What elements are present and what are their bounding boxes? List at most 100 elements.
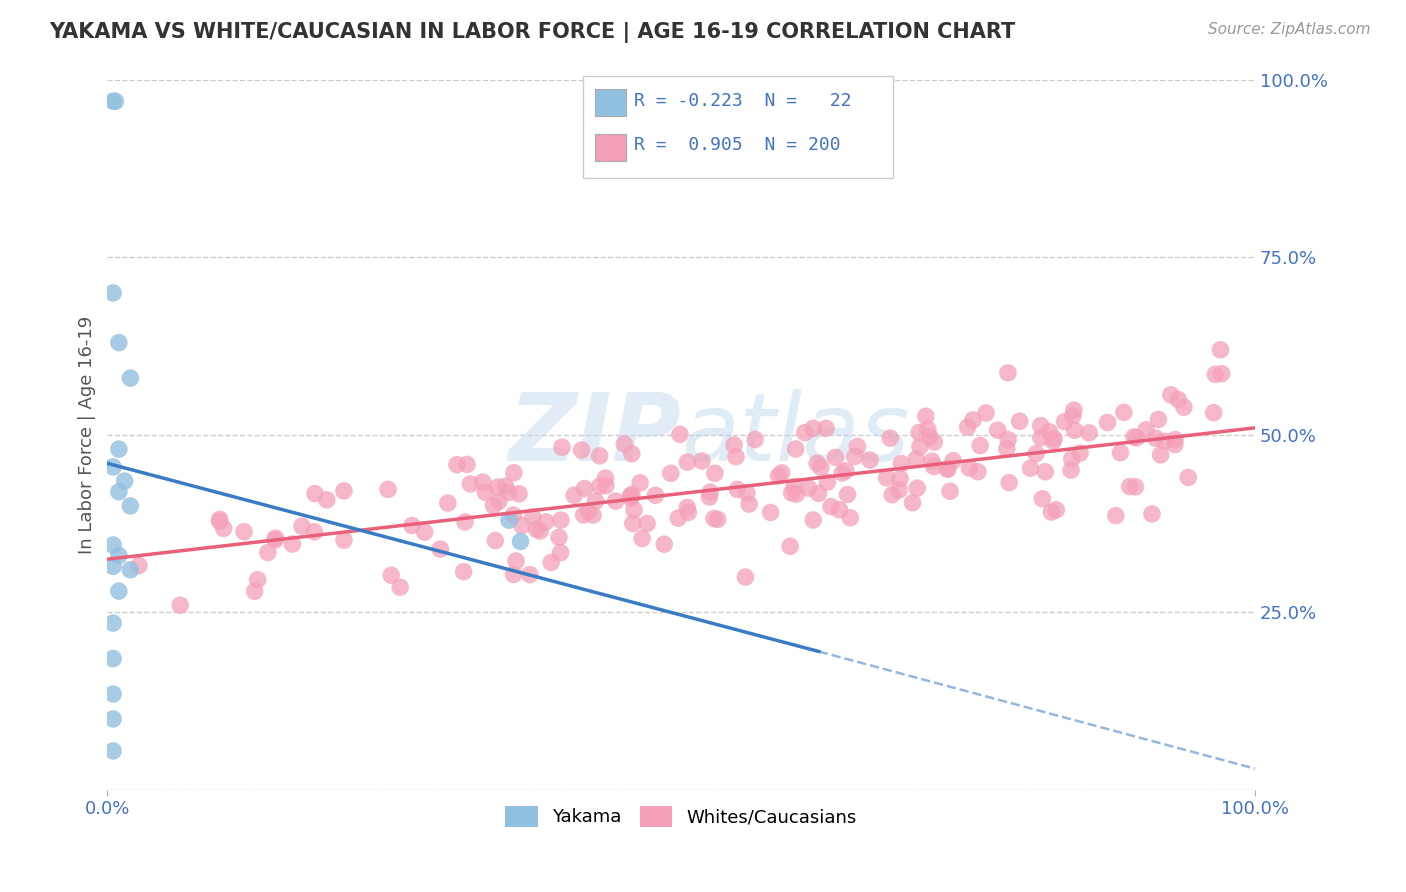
Point [801, 513, 824, 527]
Point [889, 472, 911, 486]
Point [120, 499, 142, 513]
Point [620, 487, 643, 501]
Point [890, 457, 912, 471]
Point [108, 549, 131, 563]
Point [1040, 505, 1063, 519]
Point [1125, 480, 1147, 494]
Point [595, 471, 617, 485]
Point [1008, 414, 1031, 428]
Point [815, 475, 838, 489]
Point [333, 533, 356, 548]
Point [959, 461, 981, 475]
Point [108, 584, 131, 599]
Point [101, 285, 124, 300]
Point [605, 494, 627, 508]
Point [724, 450, 747, 464]
Point [824, 450, 846, 465]
Point [613, 437, 636, 451]
Point [571, 443, 593, 458]
Point [1112, 405, 1135, 419]
Point [1045, 503, 1067, 517]
Point [1125, 431, 1147, 445]
Point [437, 496, 460, 510]
Point [759, 505, 782, 519]
Point [589, 479, 612, 493]
Point [482, 499, 505, 513]
Point [1153, 434, 1175, 449]
Point [495, 479, 517, 493]
Point [1209, 343, 1232, 357]
Point [621, 516, 644, 531]
Point [562, 488, 585, 502]
Point [969, 439, 991, 453]
Point [831, 466, 853, 480]
Point [962, 413, 984, 427]
Point [264, 531, 287, 545]
Point [678, 505, 700, 519]
Point [576, 504, 599, 518]
Point [1029, 418, 1052, 433]
Point [723, 438, 745, 452]
Point [1019, 461, 1042, 475]
Point [101, 459, 124, 474]
Point [488, 494, 510, 508]
Point [1164, 437, 1187, 451]
Point [1109, 446, 1132, 460]
Point [1147, 412, 1170, 426]
Point [1123, 430, 1146, 444]
Point [509, 534, 531, 549]
Point [389, 580, 412, 594]
Point [997, 433, 1019, 447]
Point [820, 500, 842, 514]
Point [966, 465, 988, 479]
Point [699, 485, 721, 500]
Point [108, 335, 131, 350]
Point [212, 521, 235, 535]
Point [1105, 508, 1128, 523]
Point [636, 516, 658, 531]
Point [101, 616, 124, 631]
Point [519, 567, 541, 582]
Point [474, 485, 496, 500]
Point [1177, 470, 1199, 484]
Point [997, 366, 1019, 380]
Point [1063, 403, 1085, 417]
Point [1042, 434, 1064, 448]
Point [502, 508, 524, 522]
Point [995, 442, 1018, 456]
Point [1069, 446, 1091, 460]
Point [550, 513, 572, 527]
Point [291, 519, 314, 533]
Point [208, 514, 231, 528]
Point [1118, 479, 1140, 493]
Point [901, 496, 924, 510]
Point [101, 559, 124, 574]
Y-axis label: In Labor Force | Age 16-19: In Labor Force | Age 16-19 [79, 316, 96, 554]
Point [876, 471, 898, 485]
Point [208, 512, 231, 526]
Point [508, 487, 530, 501]
Point [917, 422, 939, 436]
Point [526, 522, 548, 536]
Point [108, 484, 131, 499]
Point [460, 477, 482, 491]
Point [887, 483, 910, 497]
Point [120, 563, 142, 577]
Point [454, 515, 477, 529]
Point [908, 425, 931, 440]
Point [837, 487, 859, 501]
Point [974, 406, 997, 420]
Point [550, 546, 572, 560]
Point [429, 542, 451, 557]
Point [738, 497, 761, 511]
Point [744, 433, 766, 447]
Point [1211, 367, 1233, 381]
Point [956, 420, 979, 434]
Point [914, 409, 936, 424]
Point [582, 508, 605, 522]
Point [281, 537, 304, 551]
Point [1202, 406, 1225, 420]
Point [1060, 451, 1083, 466]
Point [987, 423, 1010, 437]
Point [1140, 507, 1163, 521]
